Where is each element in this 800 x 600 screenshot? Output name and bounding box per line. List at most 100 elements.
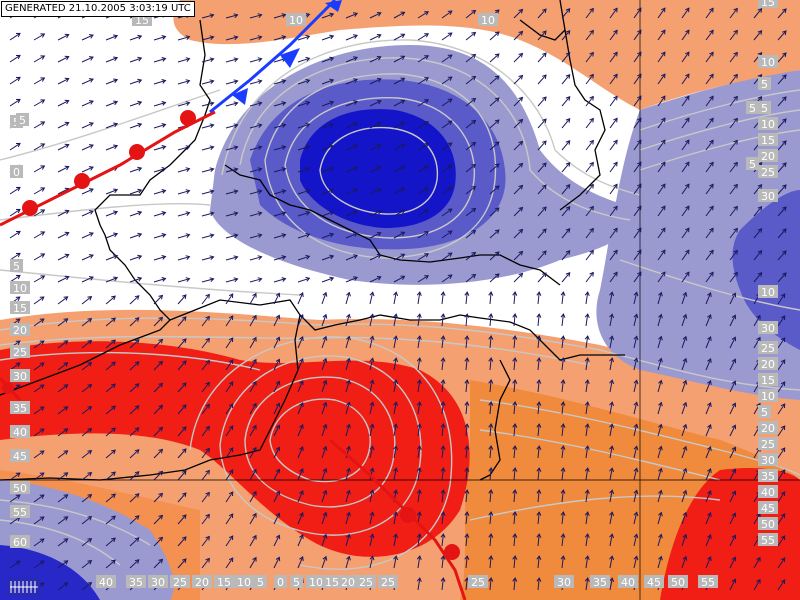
wind-arrow-head [185,35,191,40]
wind-arrow-head [416,533,422,538]
wind-arrow-head [661,271,666,277]
wind-arrow [417,253,429,261]
wind-arrow [201,316,210,327]
wind-arrow-head [305,78,311,84]
wind-arrow-head [185,145,191,150]
wind-arrow [681,73,690,85]
wind-arrow [441,186,453,195]
wind-arrow [633,556,638,569]
wind-arrow [489,251,500,261]
wind-arrow [81,34,94,41]
wind-arrow-head [584,313,590,318]
wind-arrow [345,358,350,371]
wind-arrow [777,557,786,569]
wind-arrow [297,512,304,525]
wind-arrow [297,402,304,415]
wind-arrow [441,142,453,151]
wind-arrow-head [346,445,351,451]
wind-arrow [273,381,280,393]
right-scale-labels: 1510551015202530302520151052025303540455… [758,0,778,547]
bottom-scale-label: 35 [593,576,607,589]
wind-arrow [345,512,350,525]
wind-arrow [129,471,140,481]
wind-arrow [9,208,21,217]
wind-arrow-head [400,275,406,280]
wind-arrow [489,467,492,481]
wind-arrow-head [111,559,116,565]
wind-arrow-head [257,255,263,261]
bottom-scale-label-bg [148,575,168,588]
wind-arrow [537,490,540,503]
wind-arrow-head [440,423,446,428]
wind-arrow-head [181,426,187,431]
wind-arrow-head [440,313,446,318]
wind-arrow-head [589,205,594,211]
wind-arrow-head [39,318,45,323]
wind-arrow-head [782,140,787,146]
wind-arrow [537,578,540,591]
wind-arrow [33,538,45,547]
wind-arrow-head [181,448,187,453]
wind-arrow [537,512,540,525]
wind-arrow [297,211,310,217]
wind-arrow-head [353,276,359,281]
wind-arrow [561,512,564,525]
wind-arrow-head [134,383,140,388]
wind-arrow [729,424,736,437]
wind-arrow [345,314,350,327]
wind-arrow-head [416,357,422,362]
wind-arrow-head [731,578,737,584]
wind-arrow-head [322,335,328,341]
wind-arrow-head [281,277,287,282]
wind-arrow-head [158,360,164,366]
wind-arrow [393,534,397,547]
wind-arrow [201,146,214,151]
wind-arrow-head [88,188,94,193]
wind-arrow [105,35,118,41]
wind-arrow [441,358,444,371]
wind-arrow [345,424,350,437]
wind-arrow-head [565,206,571,211]
wind-arrow [33,494,45,503]
contour-label: 15 [135,14,149,27]
bottom-scale-label: 20 [195,576,209,589]
wind-arrow-head [353,166,359,171]
bottom-scale-label: 25 [359,576,373,589]
wind-arrow-head [113,210,119,216]
wind-arrow [225,337,234,349]
wind-arrow [537,30,547,41]
wind-arrow [489,423,492,437]
wind-arrow [273,557,280,569]
wind-arrow-head [40,99,46,104]
wind-arrow [33,296,45,305]
contour-label: 5 [749,102,756,115]
wind-arrow [33,450,45,459]
wind-arrow-head [416,313,422,318]
wind-arrow-head [39,340,45,345]
wind-arrow-head [424,121,430,126]
wind-arrow [33,231,45,239]
wind-arrow-head [633,335,639,341]
wind-arrow-head [400,253,406,258]
wind-arrow-head [305,56,311,62]
wind-arrow-head [322,357,328,363]
wind-arrow-head [780,535,786,541]
wind-arrow [729,402,736,415]
wind-arrow-head [782,228,787,234]
wind-arrow-head [542,250,547,256]
wind-arrow-head [233,79,239,85]
wind-arrow [417,578,421,591]
wind-arrow [369,336,374,349]
wind-arrow [201,294,210,305]
wind-arrow-head [756,556,761,562]
wind-arrow [345,336,350,349]
wind-arrow-head [560,489,566,494]
wind-arrow [513,335,516,349]
left-scale-label: 40 [13,426,27,439]
wind-arrow-head [488,489,494,494]
wind-arrow [81,450,92,459]
wind-arrow [609,228,618,239]
wind-arrow-head [584,445,590,450]
wind-arrow-head [560,533,566,538]
wind-arrow [33,340,45,349]
